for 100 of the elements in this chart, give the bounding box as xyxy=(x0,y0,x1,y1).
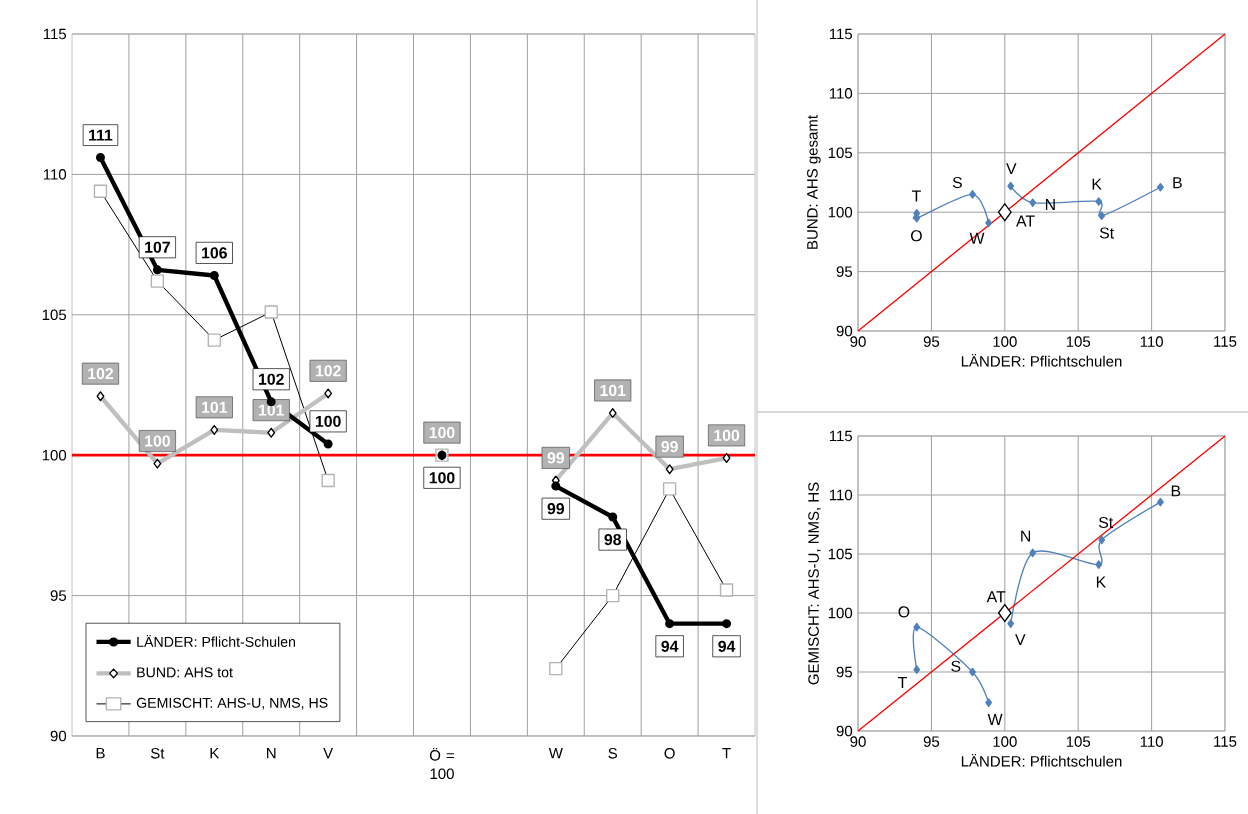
point xyxy=(1098,535,1106,545)
y-axis-title: BUND: AHS gesamt xyxy=(807,115,821,249)
point xyxy=(665,619,675,629)
data-label: 102 xyxy=(259,373,284,385)
annotation: T xyxy=(897,677,907,688)
data-label: 99 xyxy=(547,452,565,464)
data-label: 99 xyxy=(547,503,565,515)
annotation: O xyxy=(898,606,910,618)
point xyxy=(997,203,1012,222)
point xyxy=(95,153,105,163)
point xyxy=(209,270,219,280)
y-tick-label: 110 xyxy=(829,489,853,501)
data-label: 99 xyxy=(661,441,678,453)
annotation: K xyxy=(1096,576,1106,588)
data-label: 100 xyxy=(429,472,455,484)
y-tick-label: 100 xyxy=(828,607,853,619)
x-tick-label: B xyxy=(96,748,105,759)
annotation: T xyxy=(911,190,921,202)
point xyxy=(985,698,993,708)
point xyxy=(913,665,921,674)
legend-label: GEMISCHT: AHS-U, NMS, HS xyxy=(136,697,328,710)
y-tick-label: 95 xyxy=(836,666,853,678)
annotation: K xyxy=(1092,178,1102,190)
y-tick-label: 100 xyxy=(42,449,67,461)
annotation: V xyxy=(1006,163,1017,175)
data-label: 102 xyxy=(315,365,341,377)
data-label: 100 xyxy=(315,415,341,427)
y-tick-label: 115 xyxy=(43,28,67,40)
point xyxy=(1157,182,1164,192)
point xyxy=(1007,181,1015,191)
point xyxy=(997,604,1012,622)
data-label: 100 xyxy=(714,429,740,442)
y-tick-label: 115 xyxy=(829,28,853,40)
x-axis-title: LÄNDER: Pflichtschulen xyxy=(961,753,1122,767)
annotation: N xyxy=(1021,530,1031,542)
y-tick-label: 100 xyxy=(828,206,853,218)
point xyxy=(1007,619,1015,628)
annotation: B xyxy=(1171,485,1181,497)
x-tick-label: Ö = 100 xyxy=(429,748,454,780)
point xyxy=(969,190,976,199)
annotation: AT xyxy=(1016,215,1035,227)
data-label: 100 xyxy=(429,426,455,439)
x-tick-label: St xyxy=(150,747,165,759)
x-tick-label: S xyxy=(608,747,618,759)
x-tick-label: 95 xyxy=(923,336,940,347)
point xyxy=(323,439,333,449)
data-label: 101 xyxy=(259,404,284,416)
legend-label: LÄNDER: Pflicht-Schulen xyxy=(137,634,296,647)
y-tick-label: 90 xyxy=(836,325,853,337)
x-tick-label: 90 xyxy=(850,736,866,747)
data-label: 100 xyxy=(145,435,170,447)
data-label: 94 xyxy=(661,640,679,652)
x-tick-label: 105 xyxy=(1066,336,1091,347)
y-tick-label: 95 xyxy=(836,266,853,277)
x-tick-label: 90 xyxy=(850,336,866,347)
data-label: 101 xyxy=(600,384,626,397)
x-tick-label: 95 xyxy=(923,736,940,747)
annotation: W xyxy=(987,714,1003,725)
point xyxy=(1029,548,1037,558)
point xyxy=(722,619,732,629)
x-tick-label: T xyxy=(722,748,731,759)
annotation: AT xyxy=(986,591,1006,603)
point xyxy=(1095,560,1103,569)
annotation: W xyxy=(969,232,985,244)
x-tick-label: 105 xyxy=(1066,736,1091,747)
annotation: V xyxy=(1015,634,1026,646)
point xyxy=(985,218,993,228)
y-axis-title: GEMISCHT: AHS-U, NMS, HS xyxy=(808,482,821,685)
y-tick-label: 95 xyxy=(50,590,67,601)
annotation: S xyxy=(952,176,962,189)
point xyxy=(1098,211,1106,221)
data-label: 98 xyxy=(604,533,622,546)
annotation: B xyxy=(1173,177,1182,189)
legend-label: BUND: AHS tot xyxy=(137,667,233,678)
x-tick-label: 110 xyxy=(1140,336,1163,347)
x-tick-label: 100 xyxy=(993,736,1017,747)
x-tick-label: W xyxy=(548,748,563,759)
point xyxy=(969,667,976,677)
y-tick-label: 105 xyxy=(828,548,853,560)
x-tick-label: 100 xyxy=(993,336,1017,347)
point xyxy=(551,481,561,491)
point xyxy=(608,512,618,522)
data-label: 101 xyxy=(202,401,228,413)
x-tick-label: K xyxy=(210,748,220,759)
data-label: 106 xyxy=(202,247,227,259)
data-label: 111 xyxy=(89,129,113,141)
annotation: S xyxy=(951,660,961,672)
y-tick-label: 90 xyxy=(836,725,853,737)
point xyxy=(152,265,162,275)
x-tick-label: 115 xyxy=(1214,336,1237,347)
x-axis-title: LÄNDER: Pflichtschulen xyxy=(961,353,1122,367)
point xyxy=(913,622,921,632)
y-tick-label: 105 xyxy=(42,309,67,321)
y-tick-label: 110 xyxy=(829,88,853,99)
data-label: 94 xyxy=(718,640,736,652)
x-tick-label: O xyxy=(664,747,675,759)
annotation: N xyxy=(1045,199,1055,210)
annotation: St xyxy=(1099,227,1114,239)
point xyxy=(1095,197,1103,206)
point xyxy=(1157,497,1164,507)
